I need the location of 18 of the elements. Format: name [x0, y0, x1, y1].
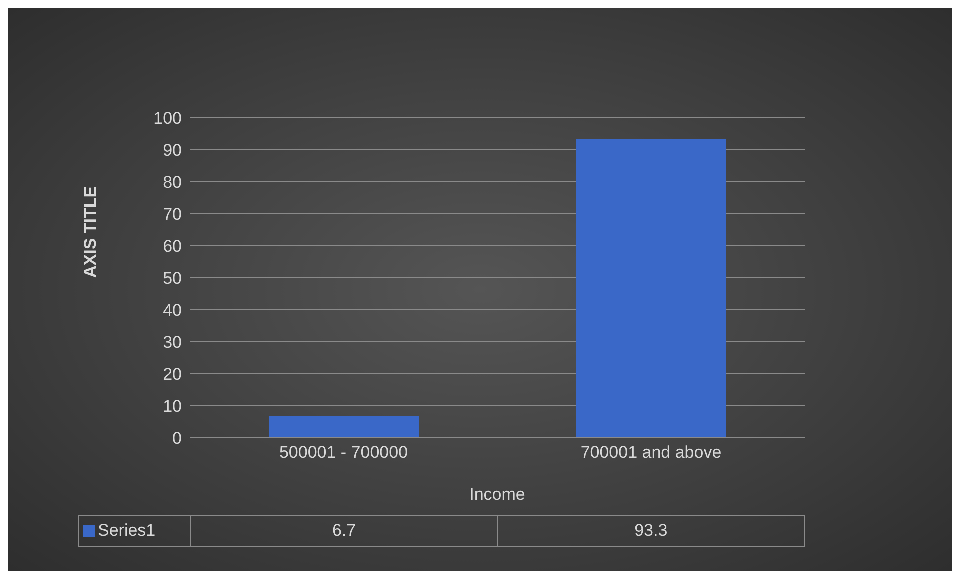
y-tick-label: 10 [163, 397, 182, 416]
x-tick-label: 500001 - 700000 [279, 443, 408, 462]
y-tick-label: 20 [163, 365, 182, 384]
y-axis-title: AXIS TITLE [81, 186, 100, 278]
y-tick-label: 80 [163, 173, 182, 192]
y-tick-label: 90 [163, 141, 182, 160]
data-label: 6.7 [191, 516, 498, 546]
y-tick-label: 0 [172, 429, 182, 448]
y-tick-label: 100 [154, 109, 182, 128]
y-tick-label: 40 [163, 301, 182, 320]
y-tick-label: 50 [163, 269, 182, 288]
x-tick-label: 700001 and above [580, 443, 722, 462]
y-tick-label: 70 [163, 205, 182, 224]
y-tick-label: 30 [163, 333, 182, 352]
y-tick-label: 60 [163, 237, 182, 256]
legend-label: Series1 [98, 521, 156, 541]
data-label: 93.3 [498, 516, 806, 546]
x-axis-title: Income [470, 485, 526, 504]
